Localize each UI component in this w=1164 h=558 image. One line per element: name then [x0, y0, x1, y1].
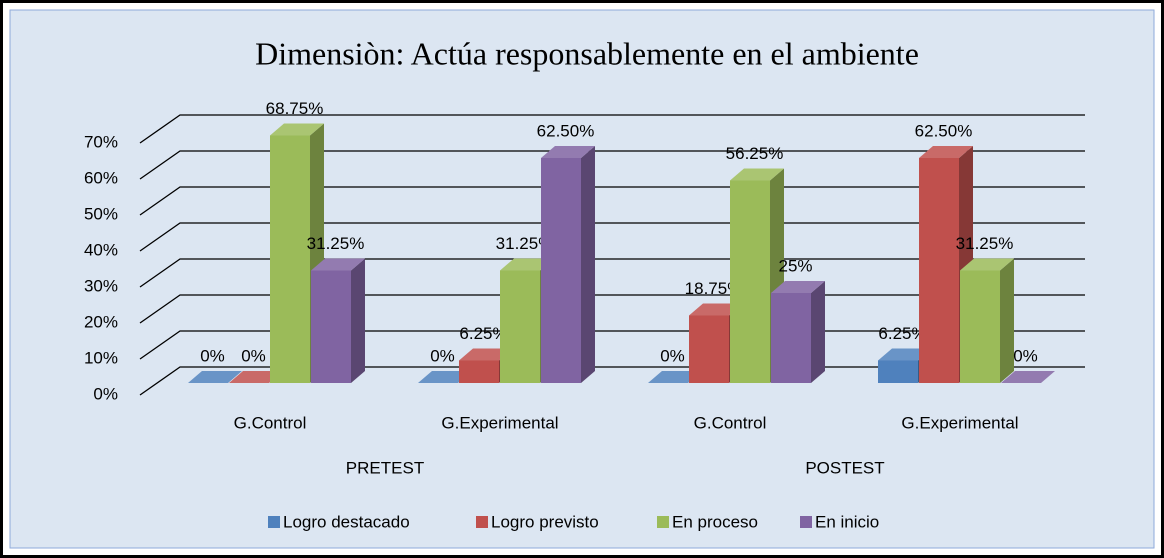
bar-top [418, 371, 472, 383]
bar-top [771, 281, 825, 293]
bar-top [188, 371, 242, 383]
bar-top [648, 371, 702, 383]
legend-swatch [800, 516, 812, 528]
bar [771, 281, 825, 383]
legend-label: En inicio [815, 512, 879, 531]
value-label: 56.25% [726, 144, 784, 163]
y-tick-label: 70% [84, 132, 118, 151]
bar-front [919, 158, 959, 383]
x-tick-label: G.Control [694, 413, 767, 432]
group-label: POSTEST [805, 458, 884, 477]
bar-front [771, 293, 811, 383]
bar-top [270, 123, 324, 136]
bar-top [730, 168, 784, 181]
bar [188, 371, 242, 383]
bar [418, 371, 472, 383]
value-label: 68.75% [266, 99, 324, 118]
legend-label: En proceso [672, 512, 758, 531]
bar-top [878, 348, 932, 361]
bar [1001, 371, 1055, 383]
bar-top [960, 258, 1014, 271]
bar [229, 371, 283, 383]
bar [311, 258, 365, 383]
value-label: 31.25% [956, 234, 1014, 253]
value-label: 0% [660, 346, 685, 365]
x-tick-label: G.Experimental [441, 413, 558, 432]
bar-front [878, 360, 918, 383]
bar-top [459, 348, 513, 361]
chart-title: Dimensiòn: Actúa responsablemente en el … [255, 35, 919, 71]
bar-top [311, 258, 365, 271]
bar-front [960, 270, 1000, 383]
value-label: 25% [778, 256, 812, 275]
bar-side [351, 258, 365, 383]
bar-front [730, 180, 770, 383]
bar-front [459, 360, 499, 383]
x-tick-label: G.Control [234, 413, 307, 432]
y-tick-label: 40% [84, 240, 118, 259]
value-label: 6.25% [878, 324, 926, 343]
bar [541, 146, 595, 383]
bar-top [689, 303, 743, 316]
group-label: PRETEST [346, 458, 424, 477]
legend-label: Logro previsto [491, 512, 599, 531]
bar-top [500, 258, 554, 271]
bar-front [689, 315, 729, 383]
y-tick-label: 30% [84, 276, 118, 295]
value-label: 0% [1013, 346, 1038, 365]
value-label: 0% [200, 346, 225, 365]
value-label: 62.50% [915, 121, 973, 140]
y-tick-label: 10% [84, 348, 118, 367]
bar [648, 371, 702, 383]
value-label: 18.75% [685, 279, 743, 298]
bar-top [1001, 371, 1055, 383]
legend-label: Logro destacado [283, 512, 410, 531]
value-label: 6.25% [459, 324, 507, 343]
legend-swatch [657, 516, 669, 528]
bar-front [270, 135, 310, 383]
y-tick-label: 60% [84, 168, 118, 187]
bar-front [500, 270, 540, 383]
bar-front [541, 158, 581, 383]
bar-side [811, 281, 825, 383]
value-label: 0% [430, 346, 455, 365]
bar-front [311, 270, 351, 383]
grid-line [139, 150, 1085, 180]
value-label: 31.25% [496, 234, 554, 253]
value-label: 31.25% [307, 234, 365, 253]
grid-line [139, 114, 1085, 144]
bar [960, 258, 1014, 383]
bar-top [919, 146, 973, 158]
y-tick-label: 50% [84, 204, 118, 223]
bar-side [581, 146, 595, 383]
bar-top [229, 371, 283, 383]
bar-side [1000, 258, 1014, 383]
y-tick-label: 20% [84, 312, 118, 331]
legend-swatch [268, 516, 280, 528]
bar-top [541, 146, 595, 158]
y-tick-label: 0% [93, 384, 118, 403]
value-label: 0% [241, 346, 266, 365]
legend-swatch [476, 516, 488, 528]
value-label: 62.50% [537, 121, 595, 140]
x-tick-label: G.Experimental [901, 413, 1018, 432]
bar [459, 348, 513, 383]
